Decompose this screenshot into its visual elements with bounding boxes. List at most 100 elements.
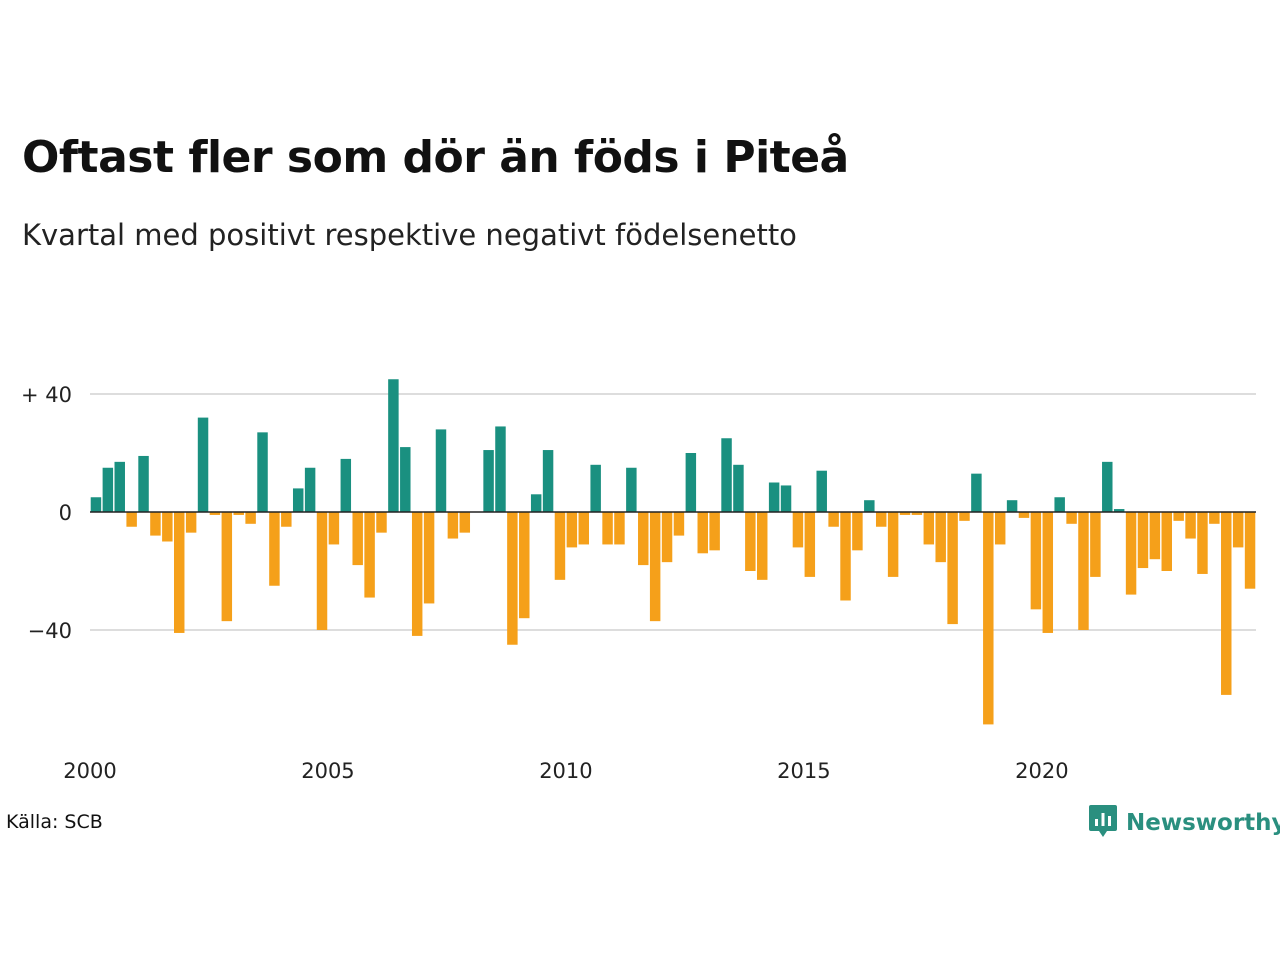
bar (1244, 512, 1256, 589)
bar (530, 494, 542, 512)
bar (1221, 512, 1232, 695)
bar (138, 455, 149, 512)
bar (447, 512, 459, 539)
bar (185, 512, 197, 533)
bar (1018, 512, 1030, 518)
bar-chart: + 40 0 −40 2000 2005 2010 2015 2020 (21, 379, 1256, 783)
bar (411, 512, 423, 636)
bar (804, 512, 816, 577)
bar (1030, 512, 1042, 610)
bar (673, 512, 685, 536)
y-tick-label: + 40 (21, 383, 72, 407)
bar (400, 447, 411, 512)
bar (364, 512, 375, 598)
bar (852, 512, 863, 551)
brand-name: Newsworthy (1126, 810, 1280, 836)
bar (257, 432, 268, 512)
bar (459, 512, 471, 533)
bar (566, 512, 578, 548)
bar (174, 512, 185, 633)
bar (340, 458, 352, 512)
bar (388, 379, 399, 512)
bar (661, 512, 673, 563)
bar (233, 512, 244, 515)
bar (126, 512, 137, 527)
bar (626, 467, 637, 512)
bar (423, 512, 435, 604)
bar (828, 512, 839, 527)
bar (959, 512, 970, 521)
bar (780, 485, 792, 512)
bar (281, 512, 292, 527)
bar (709, 512, 720, 551)
bar (994, 512, 1006, 545)
x-tick-label: 2015 (777, 759, 830, 783)
bar (1173, 512, 1184, 521)
bar (578, 512, 589, 545)
bar (602, 512, 613, 545)
bar (328, 512, 340, 545)
bar (923, 512, 935, 545)
bar (733, 464, 744, 512)
source-note: Källa: SCB (6, 811, 103, 833)
bar (269, 512, 280, 586)
x-tick-label: 2005 (301, 759, 354, 783)
chart-subtitle: Kvartal med positivt respektive negativt… (22, 218, 797, 252)
bar (197, 417, 209, 512)
bar (102, 467, 114, 512)
bar (150, 512, 161, 536)
bar (507, 512, 518, 645)
bar (245, 512, 256, 524)
bar (495, 426, 506, 512)
bar (614, 512, 625, 545)
bar (887, 512, 899, 577)
bar (1042, 512, 1054, 633)
bar (1125, 512, 1137, 595)
bar (519, 512, 530, 619)
bar (947, 512, 958, 625)
bar (1197, 512, 1208, 574)
bar (221, 512, 233, 622)
bar (435, 429, 447, 512)
bar (697, 512, 708, 554)
bar (638, 512, 649, 566)
bar (209, 512, 221, 515)
bar (1161, 512, 1172, 571)
bar (90, 497, 102, 512)
bar (768, 482, 780, 512)
bar (1006, 500, 1018, 512)
bar (745, 512, 756, 571)
bar (376, 512, 387, 533)
bar (721, 438, 732, 512)
bar (162, 512, 173, 542)
chart-title: Oftast fler som dör än föds i Piteå (22, 132, 849, 183)
bar (292, 488, 304, 512)
bar (1066, 512, 1077, 524)
bar (1054, 497, 1065, 512)
bar (864, 500, 875, 512)
bar (899, 512, 911, 515)
bar (840, 512, 851, 601)
bar (1232, 512, 1244, 548)
bar (554, 512, 566, 580)
newsworthy-logo-icon (1088, 804, 1118, 842)
newsworthy-brand: Newsworthy (1088, 804, 1280, 842)
bar (316, 512, 328, 630)
bar (114, 461, 125, 512)
bar (875, 512, 887, 527)
bar (304, 467, 316, 512)
bar (757, 512, 768, 580)
bar (1078, 512, 1089, 630)
bar (590, 464, 601, 512)
y-tick-label: 0 (59, 501, 72, 525)
bar (1149, 512, 1161, 560)
bar (1137, 512, 1149, 569)
x-tick-label: 2010 (539, 759, 592, 783)
y-tick-label: −40 (28, 619, 72, 643)
bar (649, 512, 661, 622)
bar (1102, 461, 1113, 512)
x-tick-label: 2020 (1015, 759, 1068, 783)
bar (483, 450, 494, 512)
bar (816, 470, 827, 512)
bar (352, 512, 363, 566)
